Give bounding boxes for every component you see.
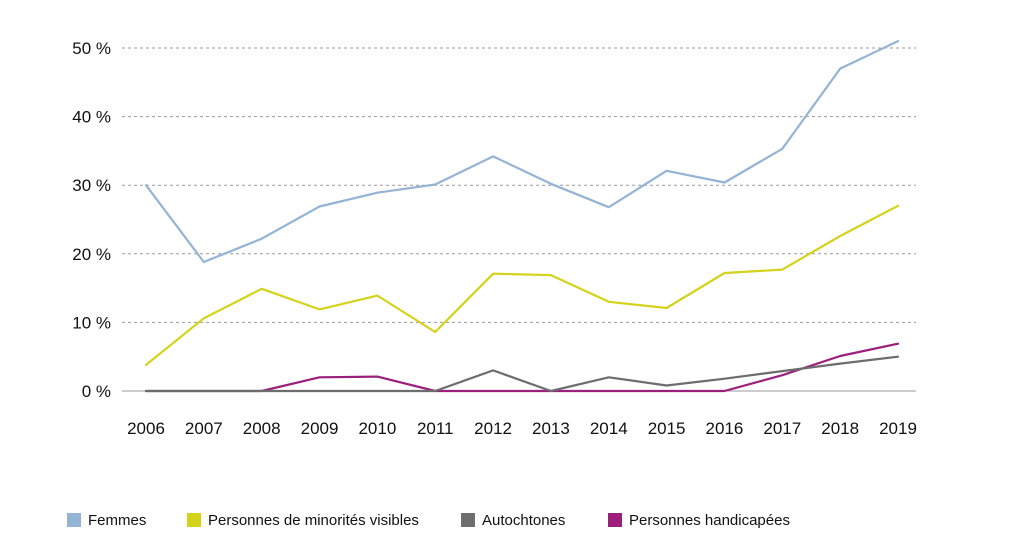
legend-label: Personnes de minorités visibles bbox=[208, 512, 419, 529]
legend-item: Personnes de minorités visibles bbox=[187, 512, 419, 529]
legend-swatch bbox=[187, 513, 201, 527]
y-tick-label: 10 % bbox=[72, 313, 111, 332]
x-tick-label: 2006 bbox=[127, 419, 165, 438]
legend-item: Personnes handicapées bbox=[608, 512, 790, 529]
legend-label: Femmes bbox=[88, 512, 146, 529]
series-line-autochtones bbox=[144, 355, 900, 393]
series-line-personnes-handicapees bbox=[144, 342, 900, 393]
x-tick-label: 2016 bbox=[706, 419, 744, 438]
gridlines bbox=[122, 47, 916, 392]
x-tick-label: 2014 bbox=[590, 419, 628, 438]
y-axis-tick-labels: 0 % 10 % 20 % 30 % 40 % 50 % bbox=[72, 39, 111, 401]
x-tick-label: 2019 bbox=[879, 419, 917, 438]
series-line-femmes bbox=[144, 39, 900, 264]
x-tick-label: 2010 bbox=[358, 419, 396, 438]
x-tick-label: 2015 bbox=[648, 419, 686, 438]
y-tick-label: 50 % bbox=[72, 39, 111, 58]
legend-swatch bbox=[67, 513, 81, 527]
y-tick-label: 20 % bbox=[72, 245, 111, 264]
x-tick-label: 2007 bbox=[185, 419, 223, 438]
y-tick-label: 30 % bbox=[72, 176, 111, 195]
x-axis-tick-labels: 2006 2007 2008 2009 2010 2011 2012 2013 2014 2015… bbox=[127, 419, 917, 438]
legend-item: Autochtones bbox=[461, 512, 565, 529]
x-tick-label: 2008 bbox=[243, 419, 281, 438]
y-tick-label: 0 % bbox=[82, 382, 111, 401]
x-tick-label: 2011 bbox=[417, 419, 454, 438]
series-lines bbox=[144, 39, 900, 393]
legend: Femmes Personnes de minorités visibles Aut… bbox=[67, 512, 790, 529]
series-line-personnes-de-minorites-visibles bbox=[144, 204, 900, 366]
legend-label: Autochtones bbox=[482, 512, 565, 529]
x-tick-label: 2013 bbox=[532, 419, 570, 438]
x-tick-label: 2012 bbox=[474, 419, 512, 438]
x-tick-label: 2018 bbox=[821, 419, 859, 438]
legend-swatch bbox=[608, 513, 622, 527]
legend-swatch bbox=[461, 513, 475, 527]
y-tick-label: 40 % bbox=[72, 108, 111, 127]
legend-label: Personnes handicapées bbox=[629, 512, 790, 529]
legend-item: Femmes bbox=[67, 512, 146, 529]
x-tick-label: 2009 bbox=[301, 419, 339, 438]
x-tick-label: 2017 bbox=[763, 419, 801, 438]
